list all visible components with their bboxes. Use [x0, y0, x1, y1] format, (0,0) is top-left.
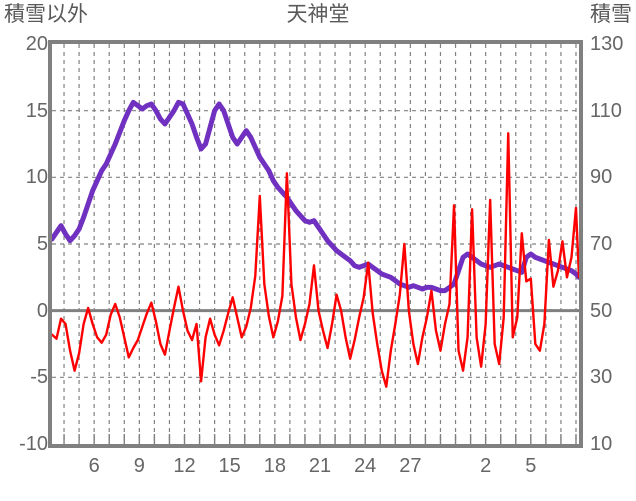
- y-axis-left-tick-label: 5: [36, 233, 48, 255]
- plot-inner: [52, 44, 579, 444]
- x-axis-tick-label: 21: [308, 455, 332, 477]
- left-axis-title: 積雪以外: [4, 3, 88, 26]
- x-axis-tick-label: 5: [525, 455, 537, 477]
- y-axis-left-tick-label: 20: [25, 33, 48, 55]
- y-axis-right-tick-label: 70: [590, 233, 613, 255]
- x-axis-tick-label: 12: [173, 455, 196, 477]
- y-axis-left-tick-label: 15: [25, 99, 48, 122]
- series-line-other: [52, 132, 579, 388]
- x-axis-tick-label: 24: [354, 455, 377, 477]
- y-axis-left-tick-label: 10: [25, 166, 48, 189]
- chart-title: 天神堂: [286, 3, 350, 26]
- x-axis-tick-label: 18: [263, 455, 286, 477]
- x-axis-tick-label: 27: [399, 455, 422, 477]
- y-axis-right-tick-label: 30: [590, 366, 613, 389]
- plot-area: [48, 40, 583, 448]
- y-axis-right-tick-label: 110: [590, 99, 622, 122]
- y-axis-right-tick-label: 50: [590, 299, 613, 322]
- series-line-snow: [52, 99, 579, 294]
- y-axis-right-tick-label: 10: [590, 433, 613, 455]
- y-axis-right-tick-label: 130: [590, 33, 624, 55]
- y-axis-left-tick-label: -10: [19, 433, 48, 455]
- y-axis-left-tick-label: -5: [30, 366, 48, 389]
- x-axis-tick-label: 15: [218, 455, 241, 477]
- y-axis-right-tick-label: 90: [590, 166, 613, 189]
- right-axis-title: 積雪: [590, 3, 632, 26]
- x-axis-tick-label: 6: [88, 455, 100, 477]
- x-axis-tick-label: 9: [133, 455, 145, 477]
- plot-svg: [52, 44, 579, 444]
- y-axis-left-tick-label: 0: [36, 299, 48, 322]
- x-axis-tick-label: 2: [480, 455, 492, 477]
